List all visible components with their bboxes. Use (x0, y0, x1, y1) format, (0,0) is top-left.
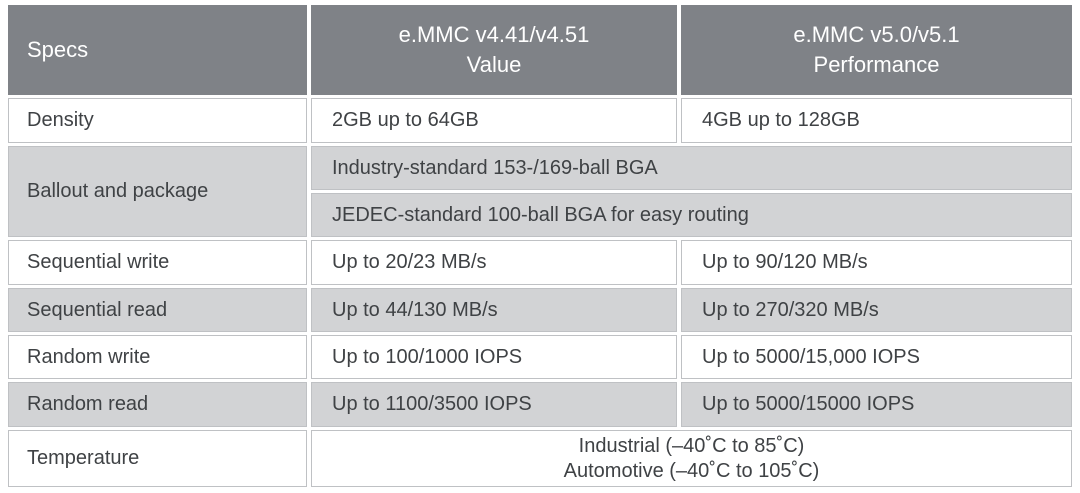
header-specs-label: Specs (27, 37, 89, 62)
cell-random-write-value: Up to 100/1000 IOPS (311, 335, 677, 379)
cell-density-label: Density (8, 98, 307, 143)
header-col-value-line1: e.MMC v4.41/v4.51 (398, 22, 590, 47)
header-col-performance-line2: Performance (813, 52, 940, 77)
header-col-performance-line1: e.MMC v5.0/v5.1 (793, 22, 960, 47)
cell-sequential-write-label: Sequential write (8, 240, 307, 285)
cell-temperature-label: Temperature (8, 430, 307, 487)
temperature-industrial: Industrial (–40˚C to 85˚C) (578, 434, 805, 457)
cell-random-read-label: Random read (8, 382, 307, 427)
header-specs: Specs (8, 5, 307, 95)
cell-ballout-line2: JEDEC-standard 100-ball BGA for easy rou… (311, 193, 1072, 237)
cell-sequential-write-value: Up to 20/23 MB/s (311, 240, 677, 285)
cell-sequential-read-label: Sequential read (8, 288, 307, 332)
header-col-value-line2: Value (466, 52, 522, 77)
cell-random-write-performance: Up to 5000/15,000 IOPS (681, 335, 1072, 379)
cell-temperature-value: Industrial (–40˚C to 85˚C) Automotive (–… (311, 430, 1072, 487)
header-col-performance: e.MMC v5.0/v5.1 Performance (681, 5, 1072, 95)
cell-ballout-line1: Industry-standard 153-/169-ball BGA (311, 146, 1072, 190)
temperature-automotive: Automotive (–40˚C to 105˚C) (563, 459, 820, 482)
cell-random-read-value: Up to 1100/3500 IOPS (311, 382, 677, 427)
cell-density-value: 2GB up to 64GB (311, 98, 677, 143)
cell-random-write-label: Random write (8, 335, 307, 379)
cell-sequential-read-performance: Up to 270/320 MB/s (681, 288, 1072, 332)
cell-sequential-read-value: Up to 44/130 MB/s (311, 288, 677, 332)
emmc-spec-table: Specs e.MMC v4.41/v4.51 Value e.MMC v5.0… (8, 5, 1072, 487)
cell-random-read-performance: Up to 5000/15000 IOPS (681, 382, 1072, 427)
cell-ballout-label: Ballout and package (8, 146, 307, 237)
cell-density-performance: 4GB up to 128GB (681, 98, 1072, 143)
header-col-value: e.MMC v4.41/v4.51 Value (311, 5, 677, 95)
cell-sequential-write-performance: Up to 90/120 MB/s (681, 240, 1072, 285)
